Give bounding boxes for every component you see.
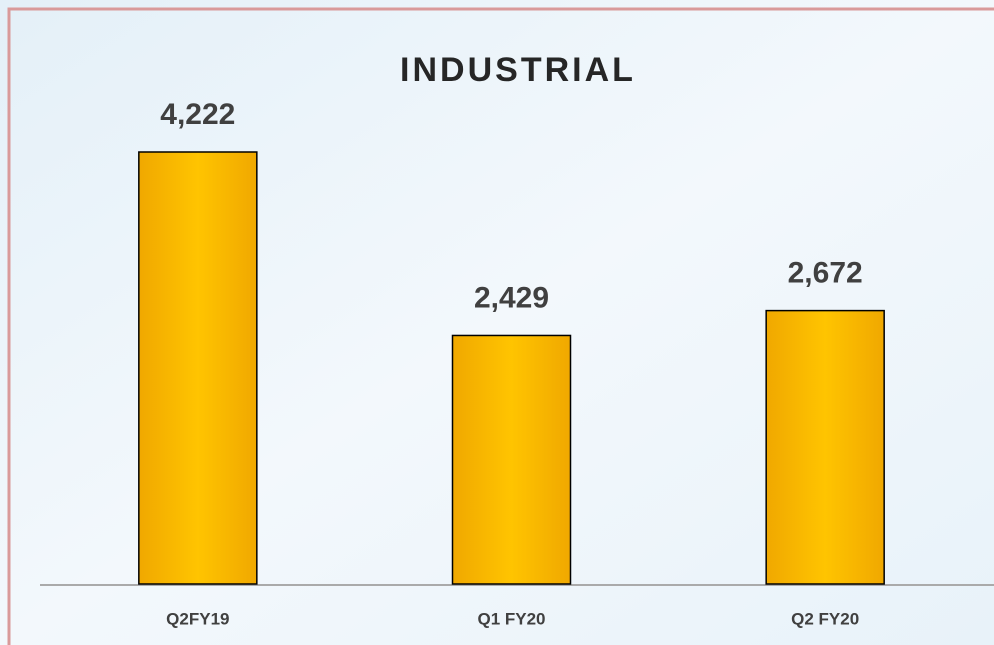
bar bbox=[765, 309, 885, 585]
frame bbox=[7, 7, 994, 645]
value-label: 2,672 bbox=[788, 257, 863, 290]
x-tick-label: Q2 FY20 bbox=[791, 609, 859, 628]
bar bbox=[451, 334, 572, 585]
x-tick-label: Q1 FY20 bbox=[477, 609, 545, 628]
value-label: 2,429 bbox=[474, 281, 549, 314]
x-tick-label: Q2FY19 bbox=[166, 609, 229, 628]
bar bbox=[138, 151, 258, 585]
chart-title: INDUSTRIAL bbox=[400, 51, 636, 89]
value-label: 4,222 bbox=[160, 98, 235, 131]
